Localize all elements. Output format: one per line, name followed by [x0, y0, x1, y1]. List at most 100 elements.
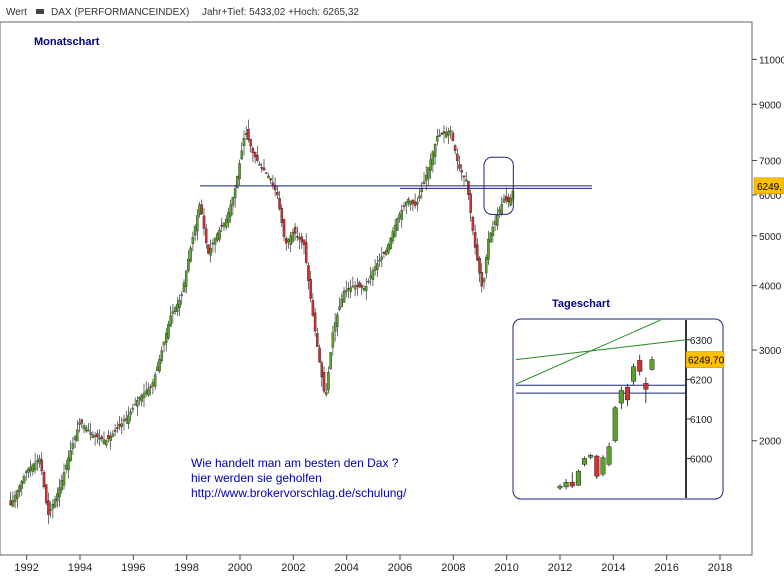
monthly-candle	[509, 194, 512, 207]
monthly-candle	[104, 439, 108, 448]
monthly-candle	[131, 403, 135, 414]
monthly-candle	[376, 255, 379, 277]
monthly-candle-body	[289, 235, 292, 245]
monthly-candle-body	[442, 131, 446, 134]
monthly-candle	[87, 422, 90, 432]
monthly-candle	[349, 279, 352, 299]
monthly-candle	[49, 501, 52, 518]
header-range-text: Jahr+Tief: 5433,02 +Hoch: 6265,32	[202, 7, 359, 18]
monthly-candle-body	[407, 199, 410, 203]
monthly-candle-body	[344, 290, 348, 293]
daily-candle	[643, 377, 649, 404]
monthly-candle-body	[153, 374, 157, 387]
monthly-candle-body	[253, 152, 257, 158]
y-tick-label-4000: 4000	[759, 282, 782, 293]
monthly-candle-body	[227, 212, 230, 223]
monthly-candle	[89, 423, 92, 441]
main-chart-title: Monatschart	[34, 36, 100, 48]
monthly-candle-body	[447, 131, 450, 136]
monthly-candle-body	[327, 372, 330, 391]
x-tick-label-2004: 2004	[334, 562, 358, 573]
monthly-candle-body	[200, 204, 204, 215]
monthly-candle-body	[142, 392, 146, 398]
monthly-candle-body	[129, 411, 132, 415]
monthly-candle-body	[360, 285, 364, 288]
monthly-candle-body	[164, 332, 168, 344]
monthly-candle-body	[271, 182, 275, 186]
monthly-candle-body	[18, 485, 21, 493]
inset-trend-line-2	[515, 319, 661, 385]
monthly-candle-body	[502, 198, 506, 203]
annotation-text: Wie handelt man am besten den Dax ? hier…	[191, 456, 407, 500]
daily-candle-body	[582, 458, 588, 465]
monthly-candle	[291, 228, 295, 244]
monthly-candle	[342, 287, 346, 303]
monthly-candle	[224, 214, 228, 230]
monthly-candle	[464, 172, 468, 182]
monthly-candle-body	[231, 197, 235, 206]
monthly-candle-body	[198, 204, 201, 216]
monthly-candle	[353, 281, 357, 297]
monthly-candle	[429, 153, 432, 180]
monthly-candle	[500, 196, 504, 217]
monthly-candle-body	[280, 207, 284, 223]
daily-candle-body	[618, 390, 624, 404]
monthly-candle-body	[67, 457, 70, 471]
monthly-candle	[11, 491, 15, 508]
daily-candle-body	[575, 470, 581, 486]
monthly-candle	[307, 262, 310, 290]
monthly-candle-body	[158, 359, 161, 372]
monthly-candle	[460, 164, 464, 181]
monthly-candle	[231, 196, 235, 216]
monthly-candle-body	[162, 341, 166, 346]
monthly-candle-body	[247, 129, 250, 140]
monthly-candle	[47, 492, 50, 525]
monthly-candle-body	[140, 394, 144, 402]
monthly-candle-body	[51, 504, 55, 509]
inset-y-tick-label-6100: 6100	[690, 415, 713, 426]
monthly-candle	[147, 382, 150, 397]
monthly-candle-body	[416, 202, 419, 205]
monthly-candle-body	[440, 133, 444, 135]
monthly-candle-body	[300, 236, 304, 243]
monthly-candle	[484, 254, 488, 279]
main-axes: 1992 1994 1996 1998 2000 2002 2004 2006 2008 2010…	[14, 55, 784, 574]
monthly-candle-body	[84, 427, 88, 432]
monthly-candle-body	[20, 480, 24, 489]
monthly-candle	[380, 247, 384, 268]
daily-candle	[569, 472, 575, 489]
monthly-candle-body	[427, 167, 430, 179]
monthly-candle	[358, 280, 361, 289]
monthly-candle-body	[131, 407, 135, 410]
highlight-box	[483, 156, 514, 215]
monthly-candle	[322, 366, 326, 394]
daily-candle	[612, 405, 618, 443]
monthly-candle-body	[76, 429, 79, 442]
monthly-candle-body	[113, 429, 117, 432]
monthly-candle-body	[422, 181, 426, 185]
monthly-candle-body	[120, 423, 124, 427]
monthly-candle-body	[353, 285, 357, 290]
monthly-candle-body	[196, 215, 199, 232]
monthly-candle	[182, 279, 186, 293]
monthly-candle-body	[393, 224, 397, 237]
monthly-candle	[462, 175, 466, 186]
monthly-candle	[456, 148, 459, 171]
monthly-candle-body	[320, 362, 324, 378]
monthly-candle-body	[284, 237, 288, 244]
inset-last-value-label: 6249,70	[688, 356, 725, 367]
monthly-candle	[482, 277, 486, 290]
monthly-candle	[502, 193, 506, 204]
monthly-candle-body	[96, 433, 99, 438]
monthly-candle	[129, 408, 132, 422]
monthly-candle	[436, 128, 439, 146]
monthly-candle-body	[296, 236, 299, 238]
monthly-candle	[171, 303, 175, 324]
monthly-candle-body	[156, 366, 159, 371]
daily-candle	[557, 484, 563, 491]
monthly-candle-body	[331, 332, 335, 348]
monthly-candle-body	[116, 427, 119, 429]
monthly-candle-body	[69, 450, 72, 461]
y-tick-label-9000: 9000	[759, 100, 782, 111]
x-tick-label-2006: 2006	[388, 562, 412, 573]
